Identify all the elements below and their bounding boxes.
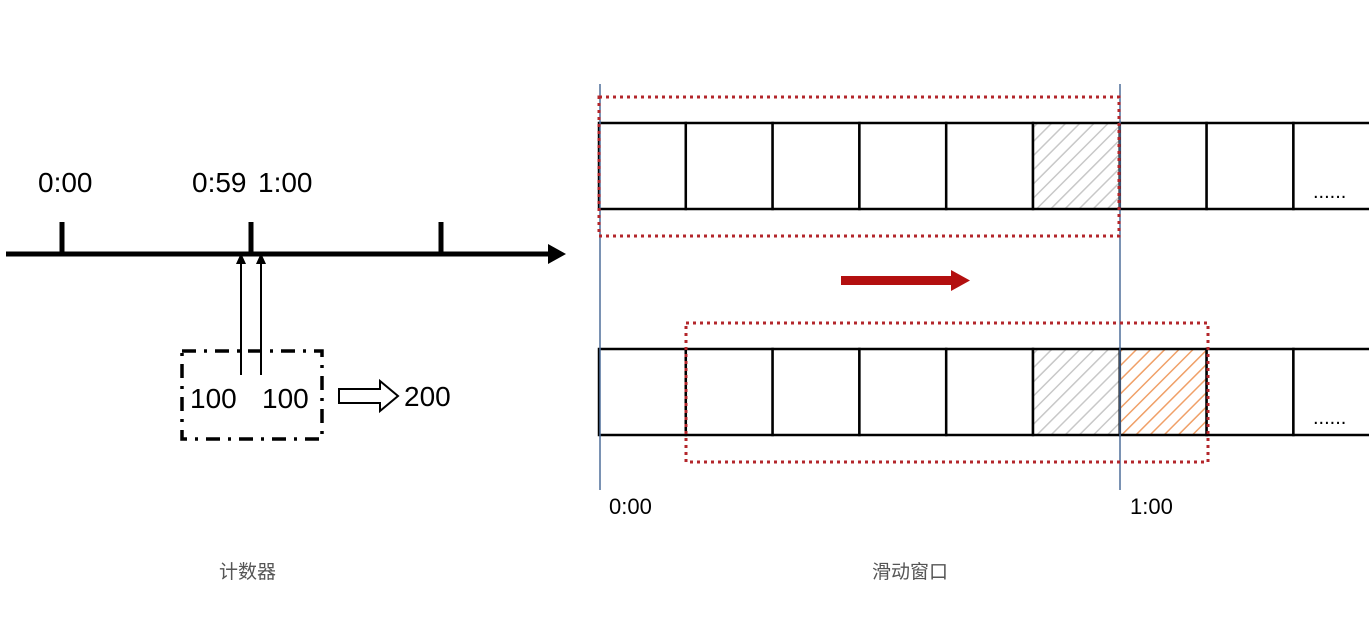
- tick-label-1-00: 1:00: [258, 167, 313, 198]
- time-cell: [944, 347, 1035, 437]
- time-label-0-00: 0:00: [609, 494, 652, 519]
- sliding-window-caption: 滑动窗口: [872, 561, 948, 583]
- tick-label-0-59: 0:59: [192, 167, 247, 198]
- time-cell: [597, 347, 688, 437]
- sliding-window-diagram: ...... ...... 0:00 1:00 滑动窗口: [597, 84, 1369, 583]
- ellipsis-top: ......: [1313, 181, 1346, 203]
- time-cell: [1205, 121, 1295, 211]
- total-count: 200: [404, 381, 451, 412]
- time-cell: [1292, 121, 1369, 211]
- time-cell: [684, 121, 774, 211]
- tick-label-0-00: 0:00: [38, 167, 93, 198]
- time-label-1-00: 1:00: [1130, 494, 1173, 519]
- time-cell-hatched-orange: [1118, 347, 1208, 437]
- time-cell: [771, 347, 861, 437]
- request-count-box: [180, 349, 324, 441]
- ellipsis-bottom: ......: [1313, 407, 1346, 429]
- arrowhead-icon: [236, 253, 246, 264]
- window-frame-bottom: [684, 321, 1210, 464]
- time-cell: [771, 121, 861, 211]
- cell-row-top: ......: [597, 121, 1369, 211]
- counter-caption: 计数器: [219, 561, 276, 583]
- hollow-arrow-icon: [338, 378, 400, 414]
- time-cell-hatched-gray: [1031, 121, 1122, 211]
- time-cell: [858, 121, 948, 211]
- time-cell: [597, 121, 688, 211]
- cell-row-bottom: ......: [597, 347, 1369, 437]
- time-cell-hatched-gray: [1031, 347, 1122, 437]
- slide-arrow-icon: [951, 270, 970, 291]
- window-frame-top: [597, 95, 1121, 238]
- time-cell: [684, 347, 774, 437]
- timeline-arrowhead-icon: [548, 244, 566, 264]
- time-cell: [1292, 347, 1369, 437]
- slide-arrow-shaft: [841, 276, 953, 285]
- time-cell: [1118, 121, 1208, 211]
- request-count-b: 100: [262, 383, 309, 414]
- time-cell: [1205, 347, 1295, 437]
- request-count-a: 100: [190, 383, 237, 414]
- counter-diagram: 0:00 0:59 1:00 100 100 200 计数器: [6, 167, 566, 583]
- arrowhead-icon: [256, 253, 266, 264]
- time-cell: [944, 121, 1035, 211]
- time-cell: [858, 347, 948, 437]
